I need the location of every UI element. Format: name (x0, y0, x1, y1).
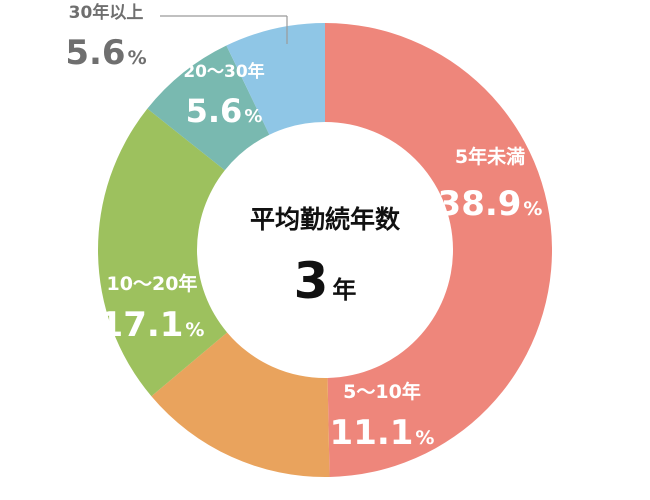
donut-slices (97, 23, 552, 477)
slice-labels: 5年未満 38.9 % 5～10年 11.1 % 10～20年 17.1 % 20～30年 5.6%… (65, 2, 542, 453)
slice-label-20to30: 20～30年 (183, 61, 264, 82)
center-title: 平均勤続年数 (250, 205, 401, 234)
slice-label-5to10: 5～10年 (343, 380, 421, 403)
slice-30plus (226, 23, 325, 135)
slice-value-lt5: 38.9% (438, 184, 543, 224)
slice-value-10to20: 17.1% (100, 305, 205, 345)
center-value-unit: 年 (332, 276, 356, 304)
slice-label-30plus: 30年以上 (69, 2, 144, 23)
slice-label-10to20: 10～20年 (107, 272, 198, 295)
slice-label-lt5: 5年未満 (455, 145, 525, 168)
slice-value-20to30: 5.6% (186, 92, 263, 130)
slice-10to20 (97, 108, 228, 397)
slice-lt5 (325, 23, 552, 477)
center-value-number: 3 (294, 252, 329, 310)
slice-value-30plus: 5.6% (65, 33, 146, 73)
slice-5to10 (151, 332, 330, 477)
slice-value-5to10: 11.1% (330, 413, 435, 453)
slice-20to30 (147, 45, 270, 171)
